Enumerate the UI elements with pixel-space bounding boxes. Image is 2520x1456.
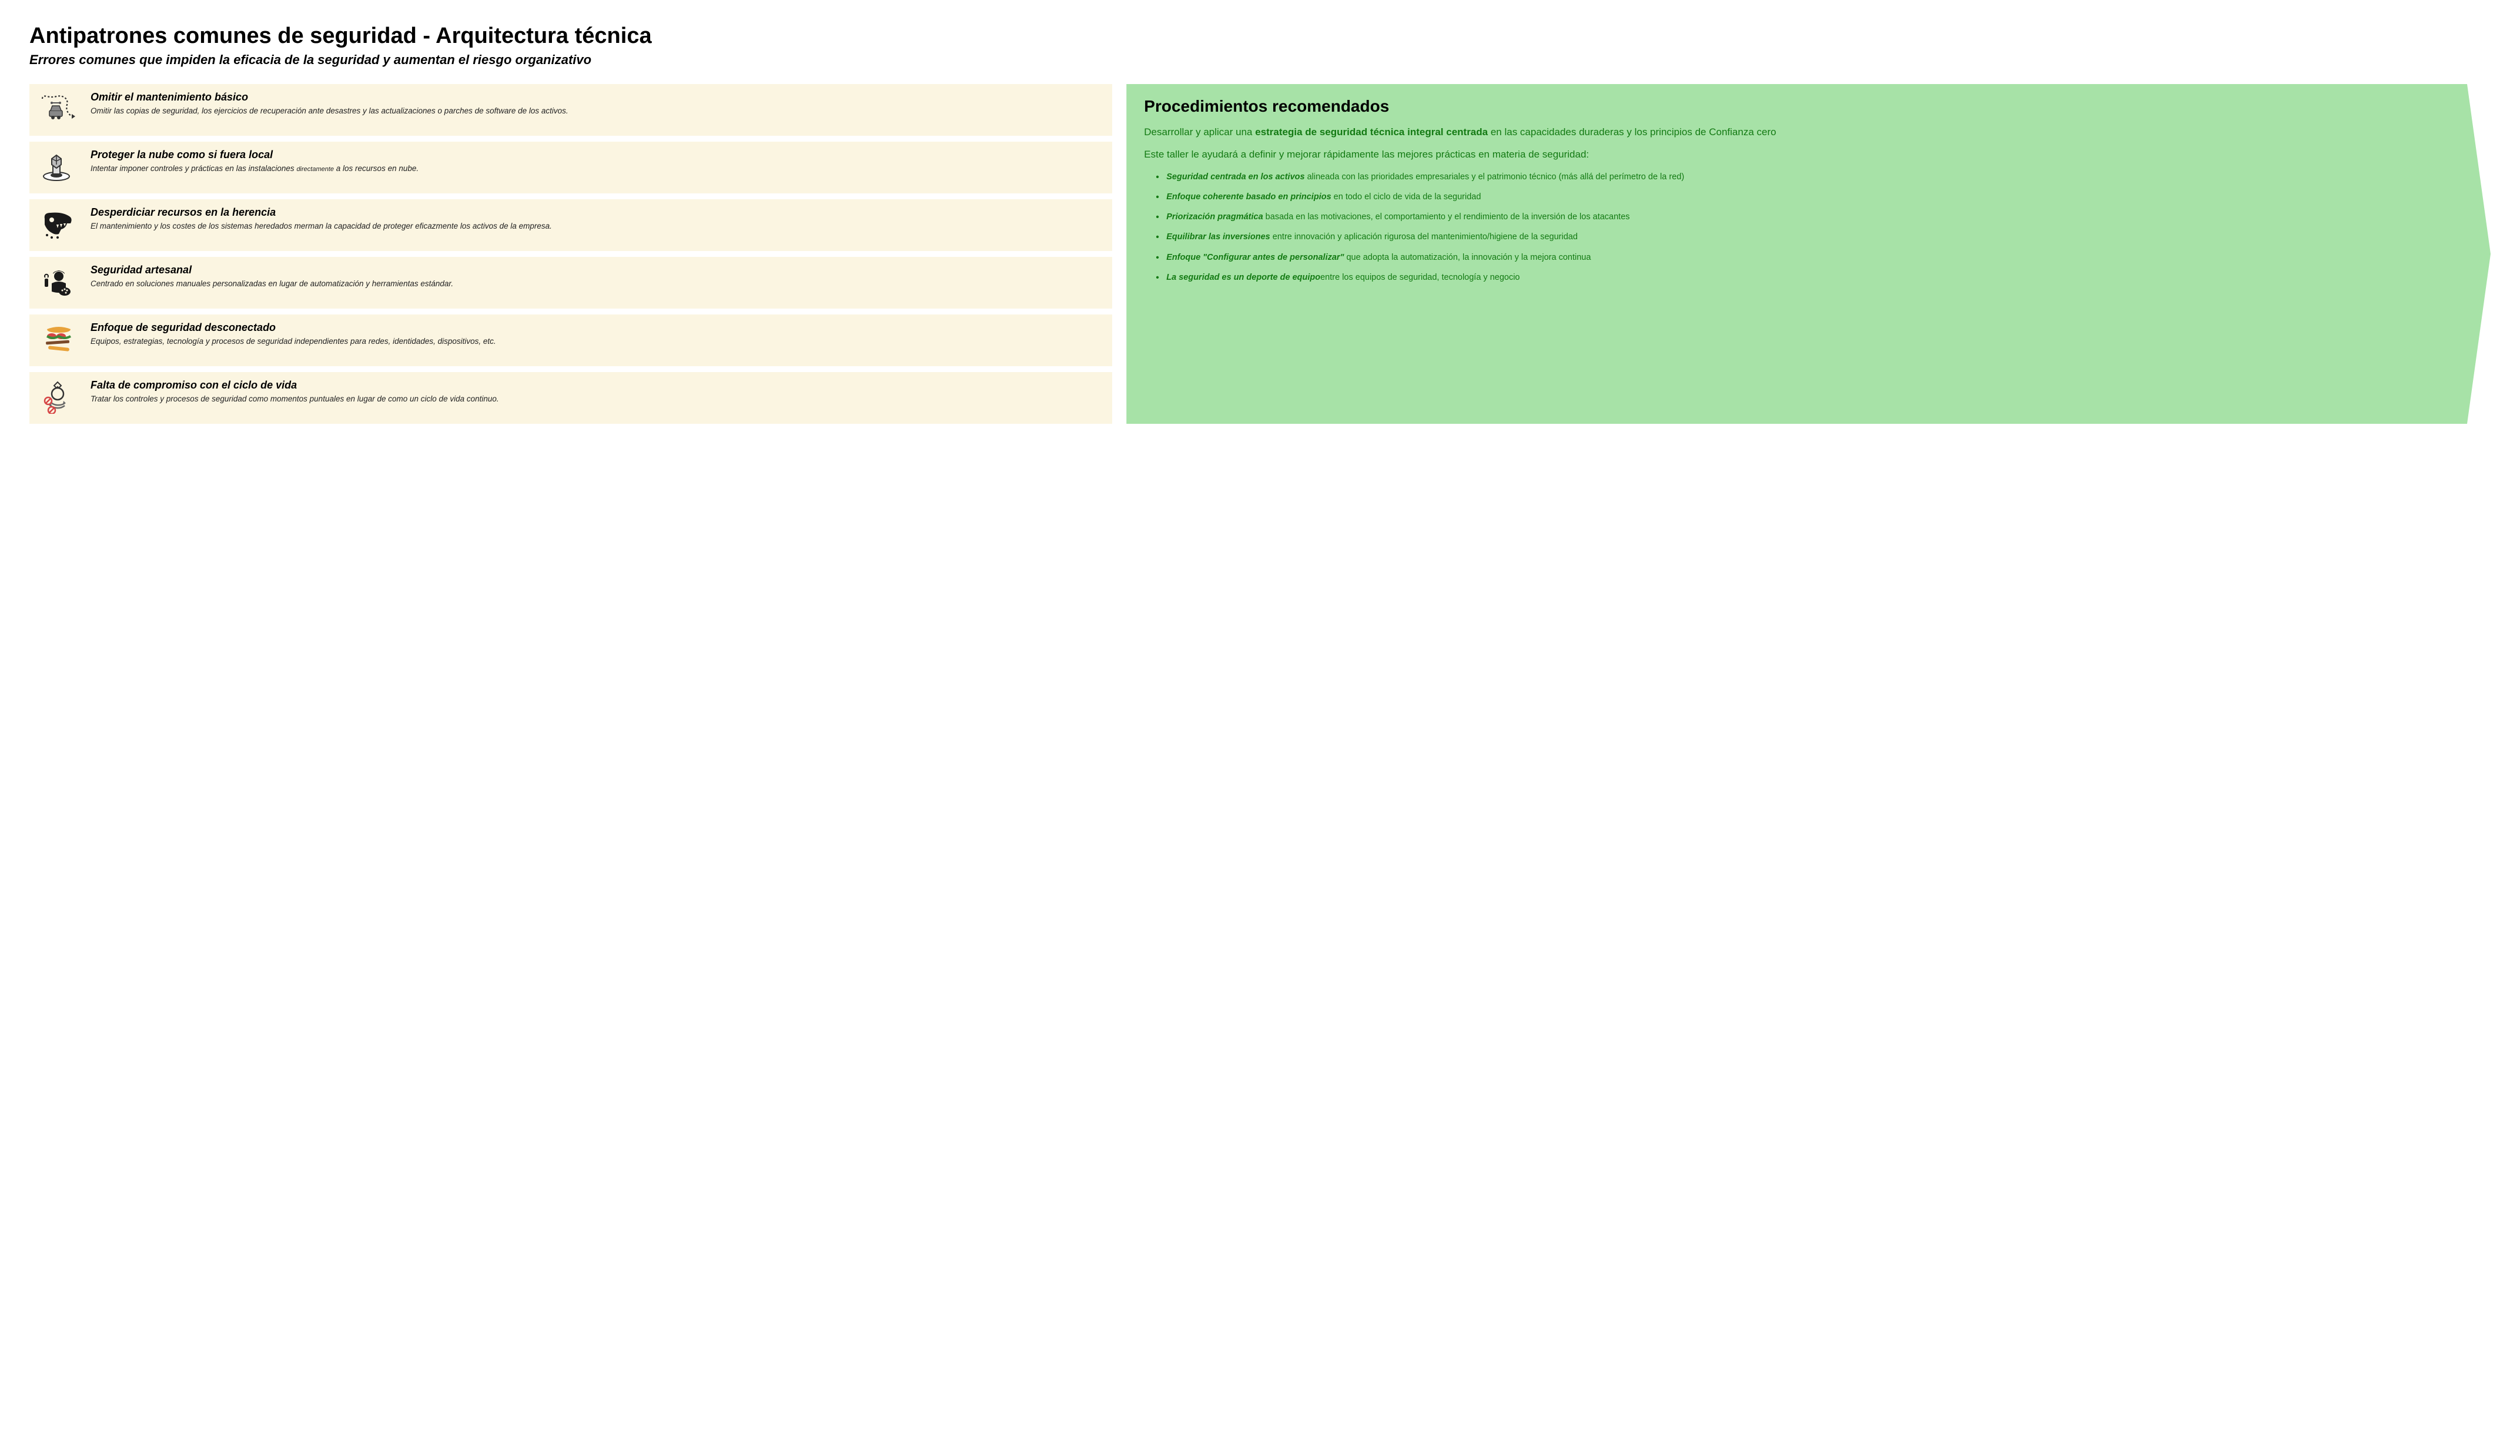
antipattern-item: Seguridad artesanal Centrado en solucion… — [29, 257, 1112, 309]
antipattern-title: Falta de compromiso con el ciclo de vida — [91, 379, 1103, 391]
antipattern-item: Proteger la nube como si fuera local Int… — [29, 142, 1112, 193]
dinosaur-skull-icon — [39, 206, 80, 243]
antipattern-item: Falta de compromiso con el ciclo de vida… — [29, 372, 1112, 424]
antipattern-title: Enfoque de seguridad desconectado — [91, 322, 1103, 334]
callout-title: Procedimientos recomendados — [1144, 97, 2455, 116]
lifecycle-ring-icon — [39, 379, 80, 416]
antipattern-item: Omitir el mantenimiento básico Omitir la… — [29, 84, 1112, 136]
antipattern-title: Proteger la nube como si fuera local — [91, 149, 1103, 161]
antipattern-title: Desperdiciar recursos en la herencia — [91, 206, 1103, 219]
callout-bullets: Seguridad centrada en los activos alinea… — [1144, 171, 2455, 284]
callout-lead: Este taller le ayudará a definir y mejor… — [1144, 148, 2455, 162]
antipattern-desc: Tratar los controles y procesos de segur… — [91, 394, 1103, 404]
bullet-item: Enfoque "Configurar antes de personaliza… — [1156, 252, 2455, 263]
antipattern-desc: El mantenimiento y los costes de los sis… — [91, 221, 1103, 232]
antipattern-desc: Intentar imponer controles y prácticas e… — [91, 163, 1103, 174]
page-subtitle: Errores comunes que impiden la eficacia … — [29, 52, 2491, 68]
artisan-icon — [39, 264, 80, 300]
stamp-cube-icon — [39, 149, 80, 185]
car-maintenance-icon — [39, 91, 80, 128]
antipatterns-list: Omitir el mantenimiento básico Omitir la… — [29, 84, 1112, 424]
callout-intro: Desarrollar y aplicar una estrategia de … — [1144, 125, 2455, 139]
antipattern-title: Seguridad artesanal — [91, 264, 1103, 276]
page-title: Antipatrones comunes de seguridad - Arqu… — [29, 24, 2491, 49]
antipattern-desc: Equipos, estrategias, tecnología y proce… — [91, 336, 1103, 347]
sandwich-layers-icon — [39, 322, 80, 358]
antipattern-title: Omitir el mantenimiento básico — [91, 91, 1103, 103]
bullet-item: Priorización pragmática basada en las mo… — [1156, 211, 2455, 223]
bullet-item: La seguridad es un deporte de equipoentr… — [1156, 272, 2455, 283]
recommendations-callout: Procedimientos recomendados Desarrollar … — [1126, 84, 2491, 424]
antipattern-desc: Centrado en soluciones manuales personal… — [91, 279, 1103, 289]
bullet-item: Enfoque coherente basado en principios e… — [1156, 191, 2455, 203]
antipattern-item: Enfoque de seguridad desconectado Equipo… — [29, 314, 1112, 366]
bullet-item: Seguridad centrada en los activos alinea… — [1156, 171, 2455, 183]
main-columns: Omitir el mantenimiento básico Omitir la… — [29, 84, 2491, 424]
bullet-item: Equilibrar las inversiones entre innovac… — [1156, 231, 2455, 243]
antipattern-desc: Omitir las copias de seguridad, los ejer… — [91, 106, 1103, 116]
antipattern-item: Desperdiciar recursos en la herencia El … — [29, 199, 1112, 251]
